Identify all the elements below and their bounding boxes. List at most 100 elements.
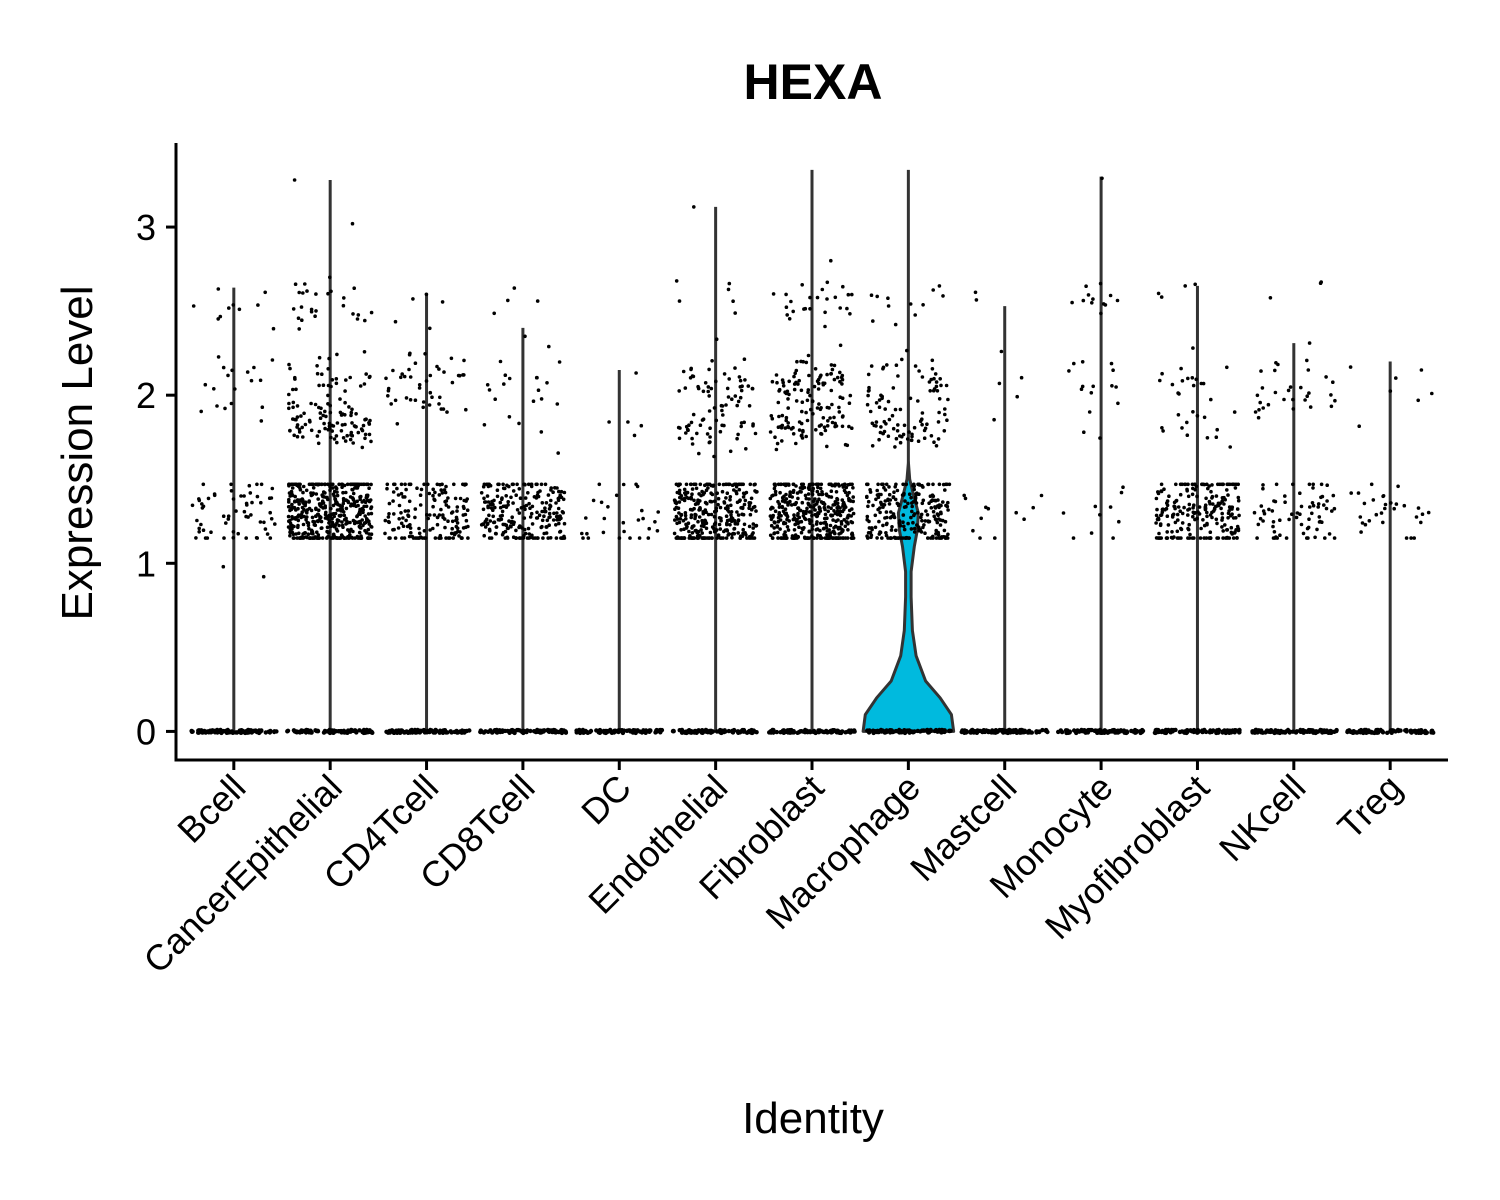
- data-point: [841, 414, 845, 418]
- data-point: [699, 524, 704, 528]
- data-point: [287, 483, 291, 488]
- data-point: [348, 437, 353, 442]
- data-point: [584, 516, 588, 520]
- data-point: [1299, 522, 1304, 527]
- data-point: [847, 401, 852, 406]
- data-point: [483, 500, 488, 504]
- data-point: [869, 364, 874, 368]
- data-point: [798, 729, 803, 734]
- data-point: [736, 399, 741, 404]
- data-point: [793, 371, 797, 376]
- data-point: [838, 343, 843, 348]
- zero-points-dc: [574, 727, 665, 736]
- data-point: [294, 729, 299, 734]
- data-point: [360, 506, 365, 511]
- data-point: [363, 318, 367, 323]
- data-point: [710, 536, 714, 540]
- data-point: [1156, 536, 1160, 540]
- data-point: [735, 436, 739, 441]
- data-point: [896, 423, 900, 427]
- data-point: [402, 536, 407, 540]
- data-point: [801, 509, 806, 514]
- data-point: [399, 511, 403, 515]
- data-point: [730, 535, 734, 540]
- data-point: [694, 486, 699, 491]
- data-point: [485, 494, 490, 498]
- data-point: [348, 375, 353, 380]
- data-point: [848, 730, 853, 735]
- data-point: [807, 503, 811, 507]
- data-point: [826, 536, 830, 540]
- data-point: [1192, 729, 1197, 734]
- zero-points-fibroblast: [767, 727, 857, 736]
- data-point: [910, 434, 914, 439]
- data-point: [437, 402, 441, 406]
- data-point: [323, 482, 327, 487]
- data-point: [737, 487, 742, 492]
- data-point: [921, 485, 925, 489]
- data-point: [359, 427, 364, 431]
- data-point: [244, 514, 248, 519]
- data-point: [450, 519, 455, 524]
- data-point: [321, 383, 326, 388]
- data-point: [777, 505, 782, 510]
- data-point: [507, 415, 512, 419]
- data-point: [722, 501, 727, 505]
- data-point: [1311, 503, 1316, 508]
- data-point: [823, 512, 828, 517]
- data-point: [487, 388, 492, 392]
- data-point: [807, 487, 811, 492]
- data-point: [919, 512, 924, 517]
- data-point: [479, 491, 484, 495]
- data-point: [483, 525, 488, 529]
- data-point: [803, 493, 808, 498]
- data-point: [812, 536, 816, 540]
- data-point: [891, 386, 896, 390]
- data-point: [875, 536, 879, 540]
- data-point: [893, 445, 897, 449]
- data-point: [789, 727, 794, 733]
- data-point: [1221, 536, 1225, 540]
- data-point: [545, 727, 551, 733]
- data-point: [901, 432, 906, 437]
- data-point: [557, 521, 561, 526]
- data-point: [1308, 505, 1312, 509]
- data-point: [505, 536, 510, 540]
- data-point: [418, 728, 423, 734]
- data-point: [1270, 509, 1275, 513]
- data-point: [585, 531, 589, 536]
- data-point: [720, 489, 725, 494]
- data-point: [502, 382, 506, 386]
- data-point: [273, 522, 277, 526]
- points-fibroblast: [768, 280, 856, 540]
- data-point: [772, 531, 777, 535]
- data-point: [807, 373, 811, 378]
- data-point: [877, 405, 882, 410]
- data-point: [1261, 519, 1265, 523]
- data-point: [294, 532, 298, 536]
- data-point: [1385, 730, 1390, 735]
- data-point: [1043, 728, 1049, 734]
- data-point: [841, 528, 845, 533]
- data-point: [367, 519, 371, 524]
- data-point: [712, 526, 716, 531]
- violin-layer: [232, 169, 1392, 733]
- data-point: [1091, 297, 1095, 301]
- data-point: [517, 511, 522, 515]
- data-point: [307, 418, 312, 423]
- data-point: [935, 512, 940, 516]
- data-point: [384, 376, 388, 381]
- data-point: [356, 313, 361, 317]
- data-point: [936, 437, 941, 441]
- data-point: [876, 482, 880, 487]
- data-point: [819, 432, 824, 436]
- data-point: [433, 490, 437, 495]
- data-point: [440, 491, 445, 495]
- data-point: [889, 528, 894, 532]
- data-point: [1430, 391, 1434, 396]
- data-point: [865, 728, 870, 733]
- points-treg: [1348, 365, 1434, 540]
- data-point: [363, 436, 367, 441]
- data-point: [1185, 420, 1189, 425]
- data-point: [364, 372, 369, 376]
